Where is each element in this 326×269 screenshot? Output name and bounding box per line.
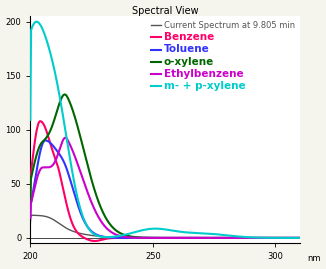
Text: nm: nm <box>307 254 320 263</box>
Legend: Current Spectrum at 9.805 min, Benzene, Toluene, o-xylene, Ethylbenzene, m- + p-: Current Spectrum at 9.805 min, Benzene, … <box>150 20 296 91</box>
Title: Spectral View: Spectral View <box>132 6 199 16</box>
